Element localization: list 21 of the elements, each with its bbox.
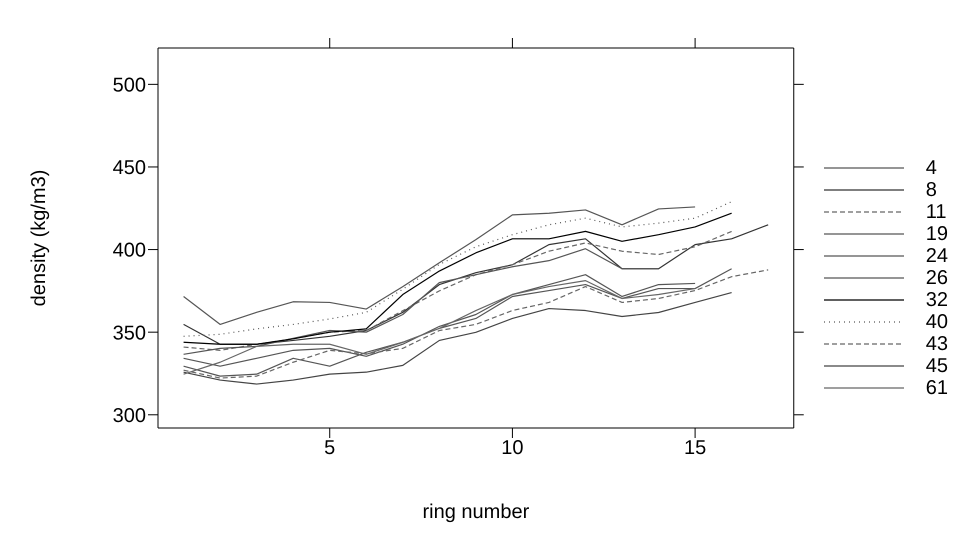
y-tick-label: 450 <box>112 157 146 180</box>
y-tick-label: 400 <box>112 240 146 262</box>
legend-label: 8 <box>926 178 937 202</box>
y-axis-title: density (kg/m3) <box>28 170 50 306</box>
legend-label: 61 <box>926 376 948 400</box>
x-tick-label: 10 <box>501 437 524 460</box>
x-axis-title: ring number <box>422 501 530 523</box>
y-tick-label: 500 <box>112 74 146 96</box>
y-tick-label: 350 <box>112 322 146 344</box>
y-tick-label: 300 <box>112 404 146 427</box>
legend-label: 43 <box>926 332 948 356</box>
legend-label: 11 <box>926 200 947 224</box>
x-tick-label: 5 <box>324 437 336 460</box>
x-tick-label: 15 <box>684 437 706 460</box>
legend-label: 32 <box>926 288 948 312</box>
legend-label: 4 <box>926 156 937 180</box>
legend-label: 45 <box>926 354 948 378</box>
legend-label: 40 <box>926 310 948 334</box>
legend-label: 19 <box>926 222 948 246</box>
legend-label: 24 <box>926 244 948 268</box>
legend-label: 26 <box>926 266 948 290</box>
